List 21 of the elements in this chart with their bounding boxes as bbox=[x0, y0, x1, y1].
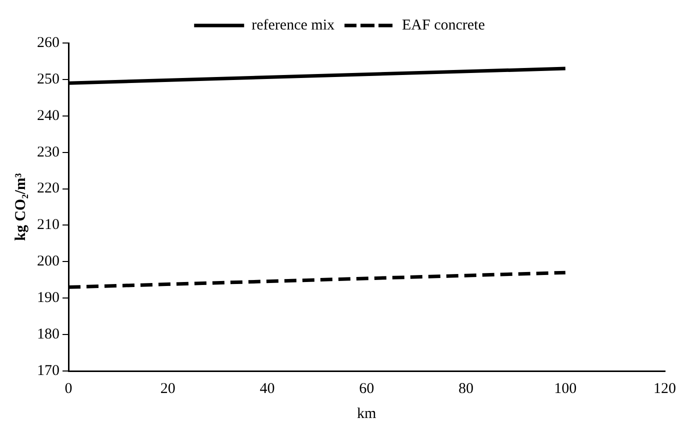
y-tick-label: 230 bbox=[37, 144, 60, 160]
y-tick-label: 260 bbox=[37, 34, 60, 51]
x-tick-label: 60 bbox=[359, 380, 374, 397]
legend-label: EAF concrete bbox=[402, 17, 486, 34]
x-tick-label: 0 bbox=[64, 380, 72, 397]
y-tick-label: 200 bbox=[37, 254, 60, 270]
y-tick-label: 250 bbox=[37, 71, 60, 88]
y-tick-label: 190 bbox=[37, 290, 60, 306]
y-tick-label: 220 bbox=[37, 180, 60, 197]
legend-label: reference mix bbox=[252, 17, 335, 34]
y-tick-label: 180 bbox=[37, 326, 60, 342]
x-tick-label: 80 bbox=[458, 380, 474, 397]
x-tick-label: 20 bbox=[160, 380, 176, 397]
y-tick-label: 210 bbox=[37, 217, 60, 234]
y-tick-label: 240 bbox=[37, 108, 60, 124]
x-tick-label: 40 bbox=[260, 380, 275, 397]
x-tick-label: 100 bbox=[554, 380, 577, 397]
x-axis-title: km bbox=[357, 406, 377, 422]
y-tick-label: 170 bbox=[37, 362, 60, 379]
x-tick-label: 120 bbox=[654, 380, 676, 397]
y-axis-title: kg CO₂/m³ bbox=[12, 172, 29, 241]
